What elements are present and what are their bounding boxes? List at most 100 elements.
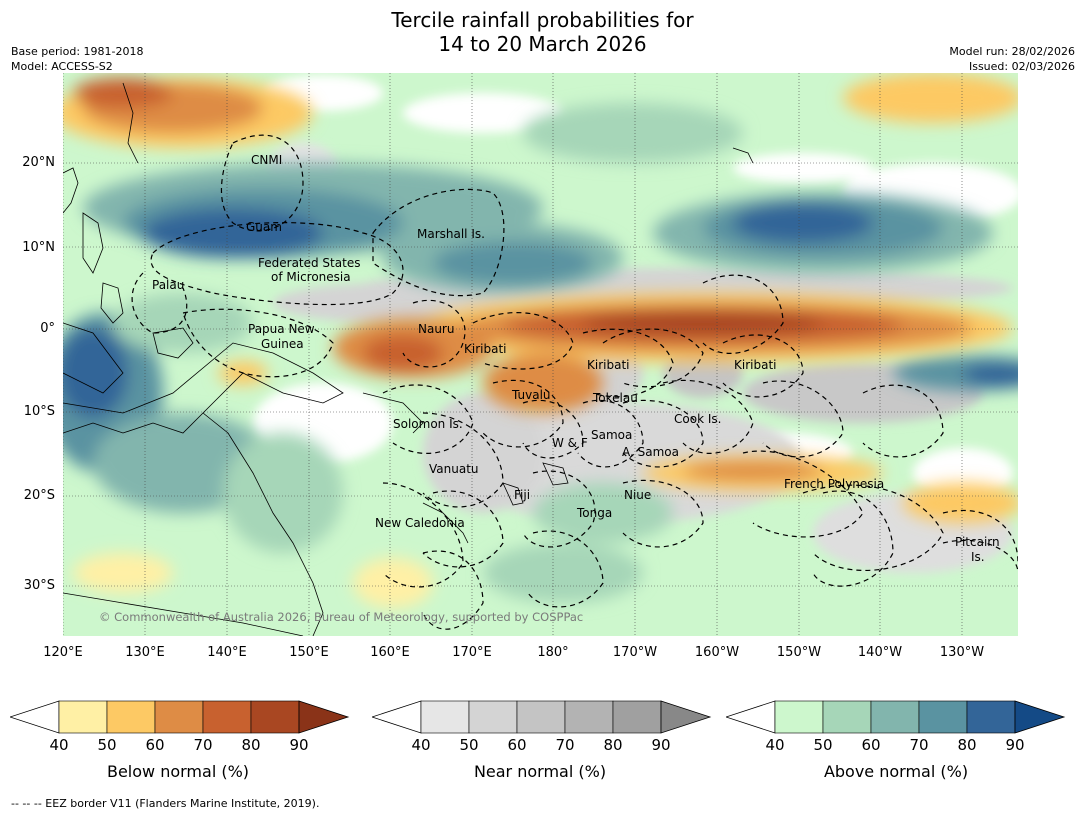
label-tokelau: Tokelau [592,391,638,405]
lat-label-10n: 10°N [22,240,55,255]
lat-label-20n: 20°N [22,155,55,170]
label-samoa: Samoa [591,428,632,442]
cb2-tick-60: 60 [507,736,527,754]
probability-map: CNMI Guam Marshall Is. Federated States … [63,73,1018,636]
colorbar-above-high-extend [1014,700,1066,734]
cb1-tick-70: 70 [193,736,213,754]
region-labels: CNMI Guam Marshall Is. Federated States … [152,153,1000,564]
label-french-polynesia: French Polynesia [784,477,884,491]
label-tuvalu: Tuvalu [511,388,551,402]
lon-label-140w: 140°W [857,645,903,660]
title-line-1: Tercile rainfall probabilities for [391,8,694,32]
colorbar-above-title: Above normal (%) [823,762,969,781]
label-new-caledonia: New Caledonia [375,516,465,530]
lon-label-130e: 130°E [125,645,165,660]
colorbar-below-swatch-50 [106,700,156,734]
cb2-tick-80: 80 [603,736,623,754]
colorbar-above-swatch-60 [870,700,920,734]
title-line-2: 14 to 20 March 2026 [438,32,647,56]
lon-label-140e: 140°E [207,645,247,660]
label-kiribati-line: Kiribati [734,358,776,372]
copyright-notice: © Commonwealth of Australia 2026, Bureau… [99,610,583,624]
label-fiji: Fiji [514,488,530,502]
label-nauru: Nauru [418,322,454,336]
coastlines [63,82,754,636]
eez-borders [131,134,1018,630]
label-fsm-line2: of Micronesia [271,270,351,284]
lon-label-160w: 160°W [694,645,740,660]
lon-label-170w: 170°W [612,645,658,660]
label-cnmi: CNMI [251,153,282,167]
colorbar-below-swatch-70 [202,700,252,734]
colorbar-near-normal [370,700,712,734]
cb3-tick-60: 60 [861,736,881,754]
lat-label-10s: 10°S [23,404,55,419]
label-cook-is: Cook Is. [674,412,721,426]
colorbar-near-swatch-40 [420,700,470,734]
colorbar-above-low-extend [724,700,776,734]
colorbar-above-swatch-50 [822,700,872,734]
label-kiribati-phoenix: Kiribati [587,358,629,372]
label-png-line1: Papua New [248,322,315,336]
cb3-tick-80: 80 [957,736,977,754]
below-normal-areas [63,73,1018,608]
colorbar-below-normal [8,700,350,734]
cb1-tick-80: 80 [241,736,261,754]
label-tonga: Tonga [576,506,612,520]
graticule [63,73,1018,636]
label-solomon-is: Solomon Is. [393,417,463,431]
issued-date: Issued: 02/03/2026 [968,60,1075,73]
cb3-tick-70: 70 [909,736,929,754]
colorbar-above-normal [724,700,1066,734]
lon-label-150e: 150°E [289,645,329,660]
label-fsm-line1: Federated States [258,256,360,270]
cb2-tick-40: 40 [411,736,431,754]
lat-label-20s: 20°S [23,488,55,503]
cb1-tick-90: 90 [289,736,309,754]
colorbar-above-swatch-80 [966,700,1016,734]
label-palau: Palau [152,278,184,292]
lon-label-130w: 130°W [939,645,985,660]
colorbar-near-title: Near normal (%) [473,762,607,781]
label-wallis-futuna: W & F [552,436,588,450]
lon-label-150w: 150°W [776,645,822,660]
colorbar-below-title: Below normal (%) [106,762,250,781]
eez-footnote: -- -- -- EEZ border V11 (Flanders Marine… [11,797,320,810]
lon-label-160e: 160°E [370,645,410,660]
cb1-tick-60: 60 [145,736,165,754]
lat-label-30s: 30°S [23,578,55,593]
colorbar-near-low-extend [370,700,422,734]
lon-label-120e: 120°E [43,645,83,660]
model-name: Model: ACCESS-S2 [11,60,113,73]
label-guam: Guam [246,220,282,234]
lon-label-170e: 170°E [452,645,492,660]
cb2-tick-70: 70 [555,736,575,754]
label-niue: Niue [624,488,651,502]
cb1-tick-40: 40 [49,736,69,754]
colorbar-below-swatch-80 [250,700,300,734]
colorbar-below-swatch-40 [58,700,108,734]
cb2-tick-50: 50 [459,736,479,754]
model-run: Model run: 28/02/2026 [949,45,1075,58]
colorbar-near-high-extend [660,700,712,734]
colorbar-below-high-extend [298,700,350,734]
lon-label-180: 180° [537,645,569,660]
colorbar-near-swatch-60 [516,700,566,734]
map-svg: CNMI Guam Marshall Is. Federated States … [63,73,1018,636]
chart-title: Tercile rainfall probabilities for 14 to… [0,8,1085,56]
colorbar-near-svg [370,700,712,734]
cb3-tick-40: 40 [765,736,785,754]
label-kiribati-gilbert: Kiribati [464,342,506,356]
colorbar-above-svg [724,700,1066,734]
label-american-samoa: A. Samoa [622,445,679,459]
label-png-line2: Guinea [261,337,304,351]
label-marshall-is: Marshall Is. [417,227,485,241]
cb1-tick-50: 50 [97,736,117,754]
cb2-tick-90: 90 [651,736,671,754]
base-period: Base period: 1981-2018 [11,45,144,58]
colorbar-below-svg [8,700,350,734]
colorbar-above-swatch-40 [774,700,824,734]
label-pitcairn-line2: Is. [971,550,985,564]
label-pitcairn-line1: Pitcairn [955,535,1000,549]
colorbar-near-swatch-80 [612,700,662,734]
